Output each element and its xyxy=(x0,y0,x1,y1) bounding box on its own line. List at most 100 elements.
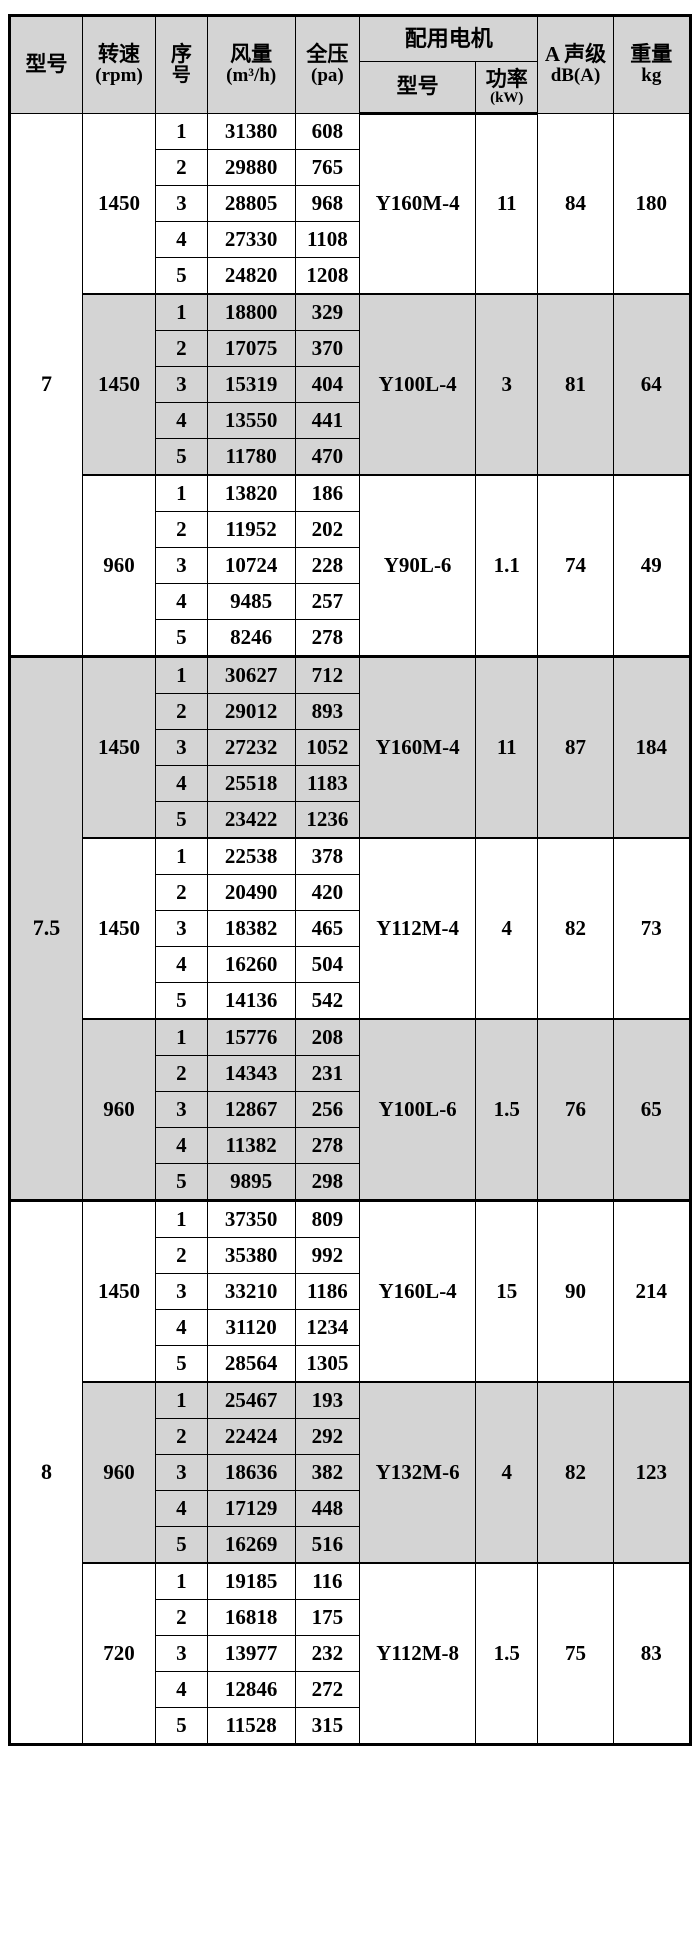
header-index-label: 序 xyxy=(170,42,192,66)
cell-motor-model: Y100L-6 xyxy=(359,1018,477,1201)
cell-airflow: 24820 xyxy=(206,257,296,295)
cell-motor-power: 11 xyxy=(475,113,539,295)
cell-pressure: 1208 xyxy=(294,257,361,295)
table-row: 3 28805 968 xyxy=(10,185,691,222)
header-noise: A 声级 dB(A) xyxy=(537,15,614,114)
cell-airflow: 13977 xyxy=(206,1635,296,1672)
cell-index: 5 xyxy=(155,257,208,295)
cell-motor-power: 15 xyxy=(475,1199,539,1383)
cell-pressure: 441 xyxy=(294,402,361,439)
cell-index: 4 xyxy=(155,946,208,983)
cell-noise: 87 xyxy=(537,655,614,839)
cell-pressure: 378 xyxy=(294,837,361,875)
cell-airflow: 18636 xyxy=(206,1454,296,1491)
cell-pressure: 329 xyxy=(294,293,361,331)
cell-airflow: 11528 xyxy=(206,1707,296,1745)
cell-index: 4 xyxy=(155,1309,208,1346)
cell-noise: 74 xyxy=(537,474,614,657)
cell-pressure: 272 xyxy=(294,1671,361,1708)
cell-speed: 1450 xyxy=(82,1199,157,1383)
cell-pressure: 465 xyxy=(294,910,361,947)
cell-noise: 75 xyxy=(537,1562,614,1745)
header-pressure-unit: (pa) xyxy=(311,65,344,87)
cell-pressure: 1108 xyxy=(294,221,361,258)
table-row: 7 1450 1 31380 608 Y160M-4 11 84 180 xyxy=(8,113,692,657)
cell-airflow: 14136 xyxy=(206,982,296,1020)
header-noise-label: A 声级 xyxy=(544,42,607,66)
cell-index: 1 xyxy=(155,1018,208,1056)
table-row: 960 1 13820 186 Y90L-6 1.1 74 49 xyxy=(10,474,692,657)
cell-airflow: 27330 xyxy=(206,221,296,258)
cell-airflow: 17129 xyxy=(206,1490,296,1527)
cell-noise: 90 xyxy=(537,1199,614,1383)
cell-weight: 64 xyxy=(612,293,692,476)
cell-airflow: 19185 xyxy=(206,1562,296,1600)
table-row: 1450 1 18800 329 Y100L-4 3 81 64 xyxy=(10,293,692,476)
table-row: 2 22424 292 xyxy=(10,1418,691,1455)
table-row: 8 1450 1 37350 809 Y160L-4 15 90 214 xyxy=(8,1199,692,1745)
table-row: 4 31120 1234 xyxy=(10,1309,691,1346)
cell-pressure: 448 xyxy=(294,1490,361,1527)
header-motor-power-unit: (kW) xyxy=(490,90,524,107)
cell-weight: 49 xyxy=(612,474,692,657)
header-motor-model: 型号 xyxy=(359,61,477,115)
cell-pressure: 202 xyxy=(294,511,361,548)
cell-airflow: 11952 xyxy=(206,511,296,548)
cell-pressure: 278 xyxy=(294,619,361,657)
header-speed-label: 转速 xyxy=(98,42,141,66)
cell-index: 2 xyxy=(155,1599,208,1636)
cell-pressure: 470 xyxy=(294,438,361,476)
header-motor-power-label: 功率 xyxy=(485,66,528,91)
cell-airflow: 10724 xyxy=(206,547,296,584)
cell-index: 4 xyxy=(155,765,208,802)
cell-airflow: 16269 xyxy=(206,1526,296,1564)
table-row: 4 13550 441 xyxy=(10,402,691,439)
cell-speed: 1450 xyxy=(82,293,157,476)
fan-specification-table: 型号 转速 (rpm) 序 号 风量 (m³/h) 全压 (pa) xyxy=(8,14,692,1746)
table-row: 4 11382 278 xyxy=(10,1127,691,1164)
cell-pressure: 712 xyxy=(294,655,361,694)
cell-index: 1 xyxy=(155,474,208,512)
cell-index: 2 xyxy=(155,330,208,367)
cell-index: 3 xyxy=(155,1454,208,1491)
header-noise-unit: dB(A) xyxy=(550,65,601,87)
cell-motor-model: Y100L-4 xyxy=(359,293,477,476)
cell-airflow: 15319 xyxy=(206,366,296,403)
cell-model: 7 xyxy=(8,113,84,657)
cell-noise: 81 xyxy=(537,293,614,476)
cell-motor-power: 11 xyxy=(475,655,539,839)
cell-pressure: 257 xyxy=(294,583,361,620)
table-row: 5 11528 315 xyxy=(10,1707,691,1745)
cell-motor-model: Y132M-6 xyxy=(359,1381,477,1564)
cell-index: 5 xyxy=(155,801,208,839)
cell-index: 1 xyxy=(155,655,208,694)
cell-motor-power: 4 xyxy=(475,1381,539,1564)
header-pressure: 全压 (pa) xyxy=(294,15,361,114)
cell-index: 3 xyxy=(155,547,208,584)
cell-motor-power: 1.5 xyxy=(475,1562,539,1745)
cell-pressure: 516 xyxy=(294,1526,361,1564)
cell-airflow: 12867 xyxy=(206,1091,296,1128)
table-row: 3 33210 1186 xyxy=(10,1273,691,1310)
cell-airflow: 29012 xyxy=(206,693,296,730)
table-body: 7 1450 1 31380 608 Y160M-4 11 84 180 2 29880 765 3 28… xyxy=(8,113,692,1745)
cell-motor-model: Y112M-4 xyxy=(359,837,477,1020)
table-row: 2 16818 175 xyxy=(10,1599,691,1636)
header-model: 型号 xyxy=(8,15,84,114)
cell-pressure: 504 xyxy=(294,946,361,983)
cell-motor-power: 4 xyxy=(475,837,539,1020)
table-row: 4 17129 448 xyxy=(10,1490,691,1527)
cell-pressure: 298 xyxy=(294,1163,361,1201)
cell-pressure: 1052 xyxy=(294,729,361,766)
cell-airflow: 17075 xyxy=(206,330,296,367)
cell-index: 4 xyxy=(155,402,208,439)
cell-index: 4 xyxy=(155,1127,208,1164)
header-airflow-unit: (m³/h) xyxy=(226,65,277,87)
cell-pressure: 765 xyxy=(294,149,361,186)
cell-motor-model: Y90L-6 xyxy=(359,474,477,657)
cell-index: 2 xyxy=(155,874,208,911)
cell-index: 1 xyxy=(155,1381,208,1419)
cell-airflow: 31120 xyxy=(206,1309,296,1346)
cell-pressure: 186 xyxy=(294,474,361,512)
